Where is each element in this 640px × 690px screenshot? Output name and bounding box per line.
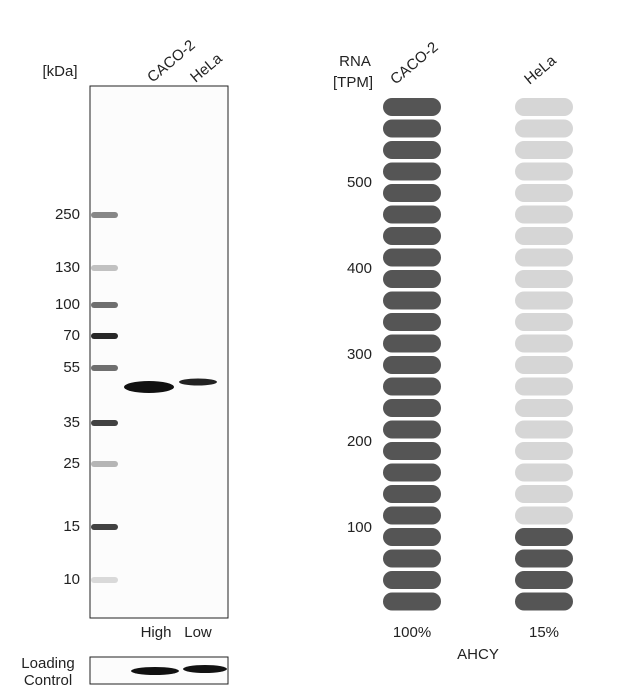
rna-pill <box>383 98 441 116</box>
marker-band <box>91 524 118 530</box>
rna-pill <box>383 485 441 503</box>
rna-pill <box>515 141 573 159</box>
y-tick-label: 100 <box>347 519 372 536</box>
rna-pill <box>515 270 573 288</box>
y-tick-label: 200 <box>347 433 372 450</box>
rna-pill <box>515 334 573 353</box>
rna-pill <box>515 506 573 525</box>
gene-name: AHCY <box>457 646 499 663</box>
rna-pill <box>515 356 573 374</box>
rna-pill <box>515 463 573 482</box>
sample-value: 100% <box>393 624 431 641</box>
marker-band <box>91 461 118 467</box>
marker-band <box>91 302 118 308</box>
marker-band <box>91 212 118 218</box>
rna-pill <box>515 377 573 396</box>
rna-pill <box>515 205 573 224</box>
rna-pill <box>383 227 441 245</box>
sample-name: HeLa <box>521 52 560 88</box>
rna-pill <box>383 463 441 482</box>
marker-label: 35 <box>63 414 80 431</box>
rna-pill <box>383 442 441 460</box>
rna-pill <box>515 248 573 267</box>
unit-label: [kDa] <box>42 63 77 80</box>
rna-pill <box>383 205 441 224</box>
rna-pill <box>383 506 441 525</box>
rna-pill <box>515 571 573 589</box>
rna-pill <box>515 528 573 546</box>
rna-pill <box>515 313 573 331</box>
marker-band <box>91 265 118 271</box>
y-tick-label: 300 <box>347 346 372 363</box>
rna-pill <box>383 141 441 159</box>
rna-pill <box>383 592 441 611</box>
rna-pill <box>383 162 441 181</box>
rna-pill <box>515 420 573 439</box>
rna-pill <box>383 528 441 546</box>
rna-pill <box>383 291 441 310</box>
rna-pill <box>383 119 441 138</box>
marker-label: 130 <box>55 259 80 276</box>
rna-pill <box>383 334 441 353</box>
marker-label: 15 <box>63 518 80 535</box>
rna-pill <box>383 377 441 396</box>
loading-label: Loading <box>21 655 74 672</box>
marker-band <box>91 420 118 426</box>
sample-value: 15% <box>529 624 559 641</box>
lane-level: Low <box>184 624 212 641</box>
axis-label: [TPM] <box>333 74 373 91</box>
marker-label: 250 <box>55 206 80 223</box>
y-tick-label: 400 <box>347 260 372 277</box>
marker-label: 100 <box>55 296 80 313</box>
sample-name: CACO-2 <box>387 39 441 88</box>
band <box>131 667 179 675</box>
marker-label: 10 <box>63 571 80 588</box>
axis-label: RNA <box>339 53 371 70</box>
marker-band <box>91 333 118 339</box>
marker-band <box>91 577 118 583</box>
rna-pill <box>383 549 441 568</box>
marker-label: 55 <box>63 359 80 376</box>
rna-pill <box>383 270 441 288</box>
lane-label: HeLa <box>187 50 226 86</box>
rna-pill <box>515 442 573 460</box>
lane-level: High <box>141 624 172 641</box>
marker-label: 25 <box>63 455 80 472</box>
band <box>183 665 227 673</box>
rna-pill <box>383 571 441 589</box>
band <box>124 381 174 393</box>
loading-label: Control <box>24 672 72 689</box>
rna-pill <box>383 184 441 202</box>
rna-pill <box>515 119 573 138</box>
rna-pill <box>515 549 573 568</box>
y-tick-label: 500 <box>347 174 372 191</box>
rna-pill <box>383 356 441 374</box>
rna-pill <box>383 420 441 439</box>
rna-pill <box>515 592 573 611</box>
marker-label: 70 <box>63 327 80 344</box>
rna-pill <box>383 313 441 331</box>
rna-pill <box>515 399 573 417</box>
rna-pill <box>515 227 573 245</box>
rna-pill <box>515 162 573 181</box>
rna-pill <box>515 98 573 116</box>
blot-panel <box>89 85 229 619</box>
marker-band <box>91 365 118 371</box>
rna-pill <box>515 485 573 503</box>
rna-pill <box>515 184 573 202</box>
rna-pill <box>383 248 441 267</box>
rna-pill <box>515 291 573 310</box>
rna-pill <box>383 399 441 417</box>
lane-label: CACO-2 <box>144 37 198 86</box>
band <box>179 378 217 386</box>
